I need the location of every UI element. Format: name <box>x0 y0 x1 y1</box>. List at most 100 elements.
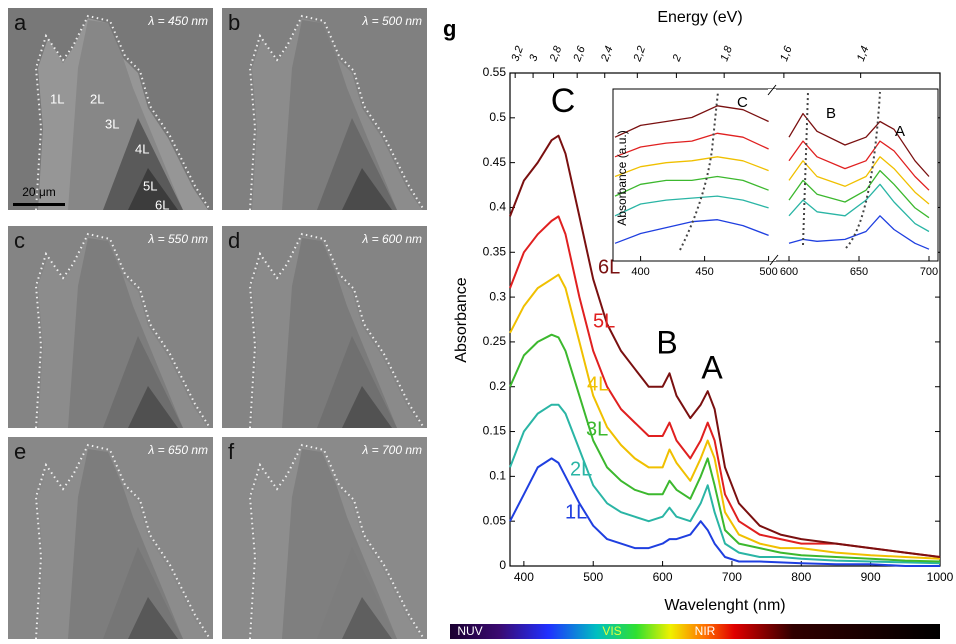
spectrum-label: NIR <box>695 624 716 638</box>
layer-label: 2L <box>90 91 104 106</box>
flake-thicker <box>103 336 183 428</box>
panel-label: f <box>228 439 235 464</box>
x-tick-label: 600 <box>653 570 673 584</box>
wavelength-label: λ = 700 nm <box>361 443 422 457</box>
inset-x-tick-label: 400 <box>631 266 649 278</box>
plot-frame <box>509 72 941 567</box>
y-tick-label: 0.35 <box>483 244 507 258</box>
flake-thickest <box>128 597 178 639</box>
series-label: 2L <box>570 458 592 480</box>
wavelength-label: λ = 500 nm <box>361 14 422 28</box>
image-panel: f λ = 700 nm <box>222 437 427 640</box>
series-label: 4L <box>587 373 609 395</box>
inset-x-tick-label: 450 <box>695 266 713 278</box>
series-line <box>509 457 940 567</box>
inset-peak-label: B <box>826 105 836 122</box>
flake-thickest <box>128 168 178 210</box>
y-tick-label: 0.15 <box>483 424 507 438</box>
flake-thickest <box>342 597 392 639</box>
scale-bar-label: 20 μm <box>22 185 56 199</box>
top-tick-label: 2,2 <box>631 45 648 64</box>
series-line <box>509 273 941 560</box>
wavelength-label: λ = 450 nm <box>147 14 208 28</box>
inset-x-tick-label: 700 <box>920 266 938 278</box>
top-axis-title: Energy (eV) <box>657 9 742 26</box>
layer-label: 4L <box>135 141 149 156</box>
x-tick-label: 800 <box>791 570 811 584</box>
flake-thicker <box>317 118 397 210</box>
flake-thickest <box>128 386 178 428</box>
y-tick-label: 0.4 <box>489 200 506 214</box>
y-tick-label: 0 <box>499 558 506 572</box>
spectrum-label: NUV <box>457 624 482 638</box>
image-panel: c λ = 550 nm <box>8 226 213 429</box>
series-line <box>509 134 941 558</box>
panel-label: g <box>443 16 456 41</box>
x-tick-label: 900 <box>861 570 881 584</box>
inset-peak-label: C <box>737 94 748 111</box>
inset-x-tick-label: 650 <box>850 266 868 278</box>
peak-label: C <box>551 82 576 120</box>
series-line <box>509 333 941 563</box>
y-tick-label: 0.25 <box>483 334 507 348</box>
x-tick-label: 500 <box>583 570 603 584</box>
break-marks <box>767 84 779 266</box>
series-label: 5L <box>593 310 615 332</box>
y-tick-label: 0.45 <box>483 155 507 169</box>
series-label: 6L <box>598 256 620 278</box>
layer-label: 1L <box>50 91 64 106</box>
top-tick-label: 2 <box>670 53 684 64</box>
flake-thicker <box>103 118 183 210</box>
panel-label: e <box>14 439 26 464</box>
flake-thickest <box>342 168 392 210</box>
top-tick-label: 1,8 <box>718 44 735 63</box>
peak-label: A <box>701 349 723 385</box>
inset-x-tick-label: 500 <box>759 266 777 278</box>
inset-y-title: Absorbance (a.u.) <box>615 130 629 225</box>
y-tick-label: 0.5 <box>489 110 506 124</box>
series-label: 1L <box>565 501 587 523</box>
flake-thickest <box>342 386 392 428</box>
scale-bar <box>13 203 65 206</box>
inset-x-tick-label: 600 <box>780 266 798 278</box>
panel-label: a <box>14 10 27 35</box>
layer-label: 6L <box>155 197 169 212</box>
top-tick-label: 2,4 <box>599 45 616 64</box>
peak-label: B <box>656 324 677 360</box>
spectrum-bar <box>450 624 940 639</box>
top-tick-label: 2,6 <box>571 44 588 64</box>
layer-label: 5L <box>143 178 157 193</box>
image-panels: a λ = 450 nm b λ = 500 nm c λ = 550 nm d λ = 60… <box>8 8 427 640</box>
image-panel: b λ = 500 nm <box>222 8 427 211</box>
y-tick-label: 0.3 <box>489 289 506 303</box>
flake-thicker <box>103 547 183 639</box>
series-label: 3L <box>586 418 608 440</box>
flake-thicker <box>317 547 397 639</box>
main-plot: 0 0.05 0.1 0.15 0.2 0.25 0.3 0.35 0.4 0.45 0.5 0.55… <box>483 44 954 584</box>
series-line <box>509 403 941 565</box>
top-tick-label: 2,8 <box>547 44 564 64</box>
series-line <box>614 183 930 233</box>
series-line <box>614 156 930 205</box>
x-tick-label: 400 <box>514 570 534 584</box>
inset-plot <box>614 105 930 250</box>
panel-label: b <box>228 10 240 35</box>
flake-thicker <box>317 336 397 428</box>
y-tick-label: 0.1 <box>489 469 506 483</box>
wavelength-label: λ = 650 nm <box>147 443 208 457</box>
top-tick-label: 3,2 <box>509 45 526 63</box>
guide-line <box>679 91 719 251</box>
spectrum-label: VIS <box>602 624 621 638</box>
panel-label: d <box>228 228 240 253</box>
top-tick-label: 1,4 <box>855 45 872 63</box>
y-tick-label: 0.55 <box>483 65 507 79</box>
series-line <box>509 215 941 558</box>
y-tick-label: 0.05 <box>483 513 507 527</box>
series-line <box>614 169 930 219</box>
y-tick-label: 0.2 <box>489 379 506 393</box>
series-line <box>614 132 930 191</box>
top-tick-label: 1,6 <box>778 44 795 63</box>
inset-peak-label: A <box>895 123 905 140</box>
x-tick-label: 700 <box>722 570 742 584</box>
